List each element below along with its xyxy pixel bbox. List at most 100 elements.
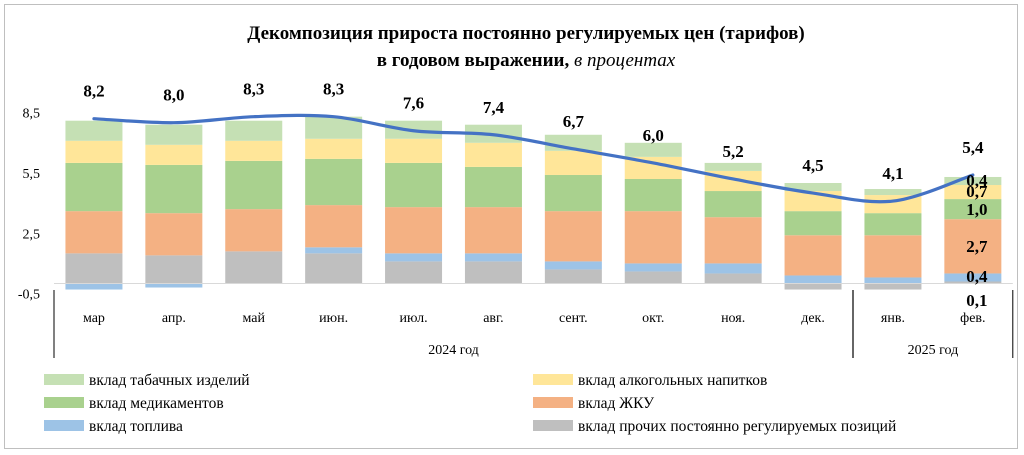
bar-segment xyxy=(145,164,203,214)
x-tick-label: май xyxy=(243,311,266,326)
bar-segment xyxy=(305,253,363,284)
x-tick-label: авг. xyxy=(483,311,504,326)
legend-label: вклад табачных изделий xyxy=(89,372,250,389)
bar-segment xyxy=(225,120,283,141)
line-data-label: 7,6 xyxy=(403,94,424,113)
bar-segment xyxy=(624,178,682,212)
chart-title-line1: Декомпозиция прироста постоянно регулиру… xyxy=(247,23,804,44)
bar-segment xyxy=(944,176,1002,186)
bar-segment xyxy=(65,211,123,254)
line-data-label: 4,5 xyxy=(802,156,823,175)
legend-swatch xyxy=(533,397,573,408)
bar-segment xyxy=(784,235,842,276)
x-tick-label: июн. xyxy=(319,311,348,326)
bar-segment xyxy=(305,158,363,206)
x-group-label: 2025 год xyxy=(908,343,959,358)
legend-swatch xyxy=(44,420,84,431)
x-group-label: 2024 год xyxy=(428,343,479,358)
legend-label: вклад медикаментов xyxy=(89,395,224,412)
bar-segment xyxy=(225,140,283,161)
bar-segment xyxy=(864,277,922,284)
x-tick-label: фев. xyxy=(960,311,985,326)
bar-segment xyxy=(145,124,203,145)
bar-segment xyxy=(385,207,443,254)
bar-segment xyxy=(864,213,922,236)
bar-segment xyxy=(385,162,443,208)
bar-segment xyxy=(544,174,602,212)
bar-segment xyxy=(145,283,203,288)
bar-segment xyxy=(385,261,443,284)
bar-segment xyxy=(145,255,203,284)
chart-frame xyxy=(4,4,1018,449)
legend-label: вклад топлива xyxy=(89,418,183,435)
bar-segment xyxy=(145,213,203,256)
line-data-label: 6,7 xyxy=(563,112,585,131)
chart-title-unit: в процентах xyxy=(574,50,676,71)
segment-data-label: 0,4 xyxy=(966,171,988,190)
bar-segment xyxy=(464,261,522,284)
bar-segment xyxy=(704,273,762,284)
bar-segment xyxy=(544,150,602,175)
bar-segment xyxy=(464,253,522,262)
legend-label: вклад алкогольных напитков xyxy=(578,372,767,389)
y-tick-label: 2,5 xyxy=(23,227,41,242)
bar-segment xyxy=(944,199,1002,220)
bar-segment xyxy=(704,191,762,218)
bar-segment xyxy=(464,142,522,167)
bar-segment xyxy=(385,138,443,163)
bar-segment xyxy=(225,251,283,284)
bar-segment xyxy=(624,271,682,284)
bar-segment xyxy=(65,162,123,212)
x-tick-label: окт. xyxy=(642,311,664,326)
line-data-label: 8,2 xyxy=(83,82,104,101)
chart-title-line2-main: в годовом выражении, xyxy=(377,50,570,71)
bar-segment xyxy=(65,140,123,163)
y-tick-label: -0,5 xyxy=(18,288,40,303)
x-tick-label: янв. xyxy=(881,311,905,326)
legend-swatch xyxy=(44,397,84,408)
bar-segment xyxy=(464,166,522,208)
line-data-label: 8,3 xyxy=(243,80,264,99)
chart-title-line2: в годовом выражении, в процентах xyxy=(377,50,676,71)
bar-segment xyxy=(544,269,602,284)
legend-swatch xyxy=(533,420,573,431)
bar-segment xyxy=(464,207,522,254)
bar-segment xyxy=(385,253,443,262)
bar-segment xyxy=(784,283,842,290)
legend-swatch xyxy=(44,374,84,385)
bar-segment xyxy=(624,142,682,157)
line-data-label: 7,4 xyxy=(483,98,505,117)
x-tick-label: ноя. xyxy=(721,311,745,326)
x-tick-label: дек. xyxy=(801,311,825,326)
bar-segment xyxy=(65,253,123,284)
bar-segment xyxy=(704,263,762,274)
segment-data-label: 2,7 xyxy=(966,237,988,256)
legend: вклад табачных изделий вклад медикаментов… xyxy=(44,372,896,435)
legend-swatch xyxy=(533,374,573,385)
bar-segment xyxy=(944,185,1002,200)
bar-segment xyxy=(305,205,363,248)
bar-segment xyxy=(225,160,283,210)
x-tick-label: апр. xyxy=(162,311,186,326)
bar-segment xyxy=(544,211,602,262)
bar-segment xyxy=(305,116,363,139)
bar-segment xyxy=(145,144,203,165)
x-tick-label: сент. xyxy=(559,311,588,326)
line-data-label: 8,0 xyxy=(163,86,184,105)
bar-segment xyxy=(864,189,922,196)
line-data-label: 8,3 xyxy=(323,80,344,99)
line-data-label: 6,0 xyxy=(643,126,664,145)
segment-data-label: 0,7 xyxy=(966,182,988,201)
total-line xyxy=(92,113,975,204)
x-tick-label: мар xyxy=(83,311,105,326)
bar-segment xyxy=(225,209,283,252)
bar-segment xyxy=(944,273,1002,282)
bar-segment xyxy=(624,156,682,179)
bar-segment xyxy=(305,138,363,159)
line-data-label: 4,1 xyxy=(882,164,903,183)
bar-segment xyxy=(864,283,922,290)
bar-segment xyxy=(65,283,123,290)
x-tick-label: июл. xyxy=(400,311,428,326)
line-data-label: 5,2 xyxy=(723,142,744,161)
